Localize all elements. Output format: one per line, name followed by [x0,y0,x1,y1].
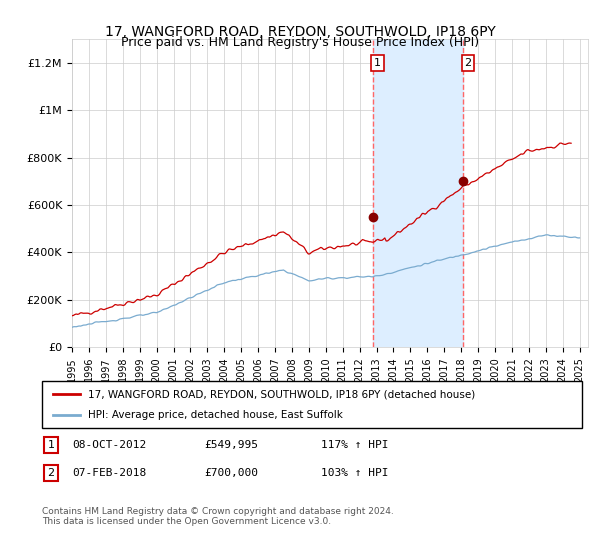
Text: 103% ↑ HPI: 103% ↑ HPI [321,468,389,478]
Text: 117% ↑ HPI: 117% ↑ HPI [321,440,389,450]
FancyBboxPatch shape [42,381,582,428]
Text: 08-OCT-2012: 08-OCT-2012 [72,440,146,450]
Text: £549,995: £549,995 [204,440,258,450]
Text: 1: 1 [47,440,55,450]
Text: 1: 1 [374,58,381,68]
Text: 17, WANGFORD ROAD, REYDON, SOUTHWOLD, IP18 6PY (detached house): 17, WANGFORD ROAD, REYDON, SOUTHWOLD, IP… [88,389,475,399]
Text: 2: 2 [47,468,55,478]
Bar [373,39,463,347]
Text: £700,000: £700,000 [204,468,258,478]
Text: 2: 2 [464,58,472,68]
Text: Contains HM Land Registry data © Crown copyright and database right 2024.
This d: Contains HM Land Registry data © Crown c… [42,507,394,526]
Text: HPI: Average price, detached house, East Suffolk: HPI: Average price, detached house, East… [88,410,343,420]
Text: Price paid vs. HM Land Registry's House Price Index (HPI): Price paid vs. HM Land Registry's House … [121,36,479,49]
Text: 17, WANGFORD ROAD, REYDON, SOUTHWOLD, IP18 6PY: 17, WANGFORD ROAD, REYDON, SOUTHWOLD, IP… [104,25,496,39]
Text: 07-FEB-2018: 07-FEB-2018 [72,468,146,478]
